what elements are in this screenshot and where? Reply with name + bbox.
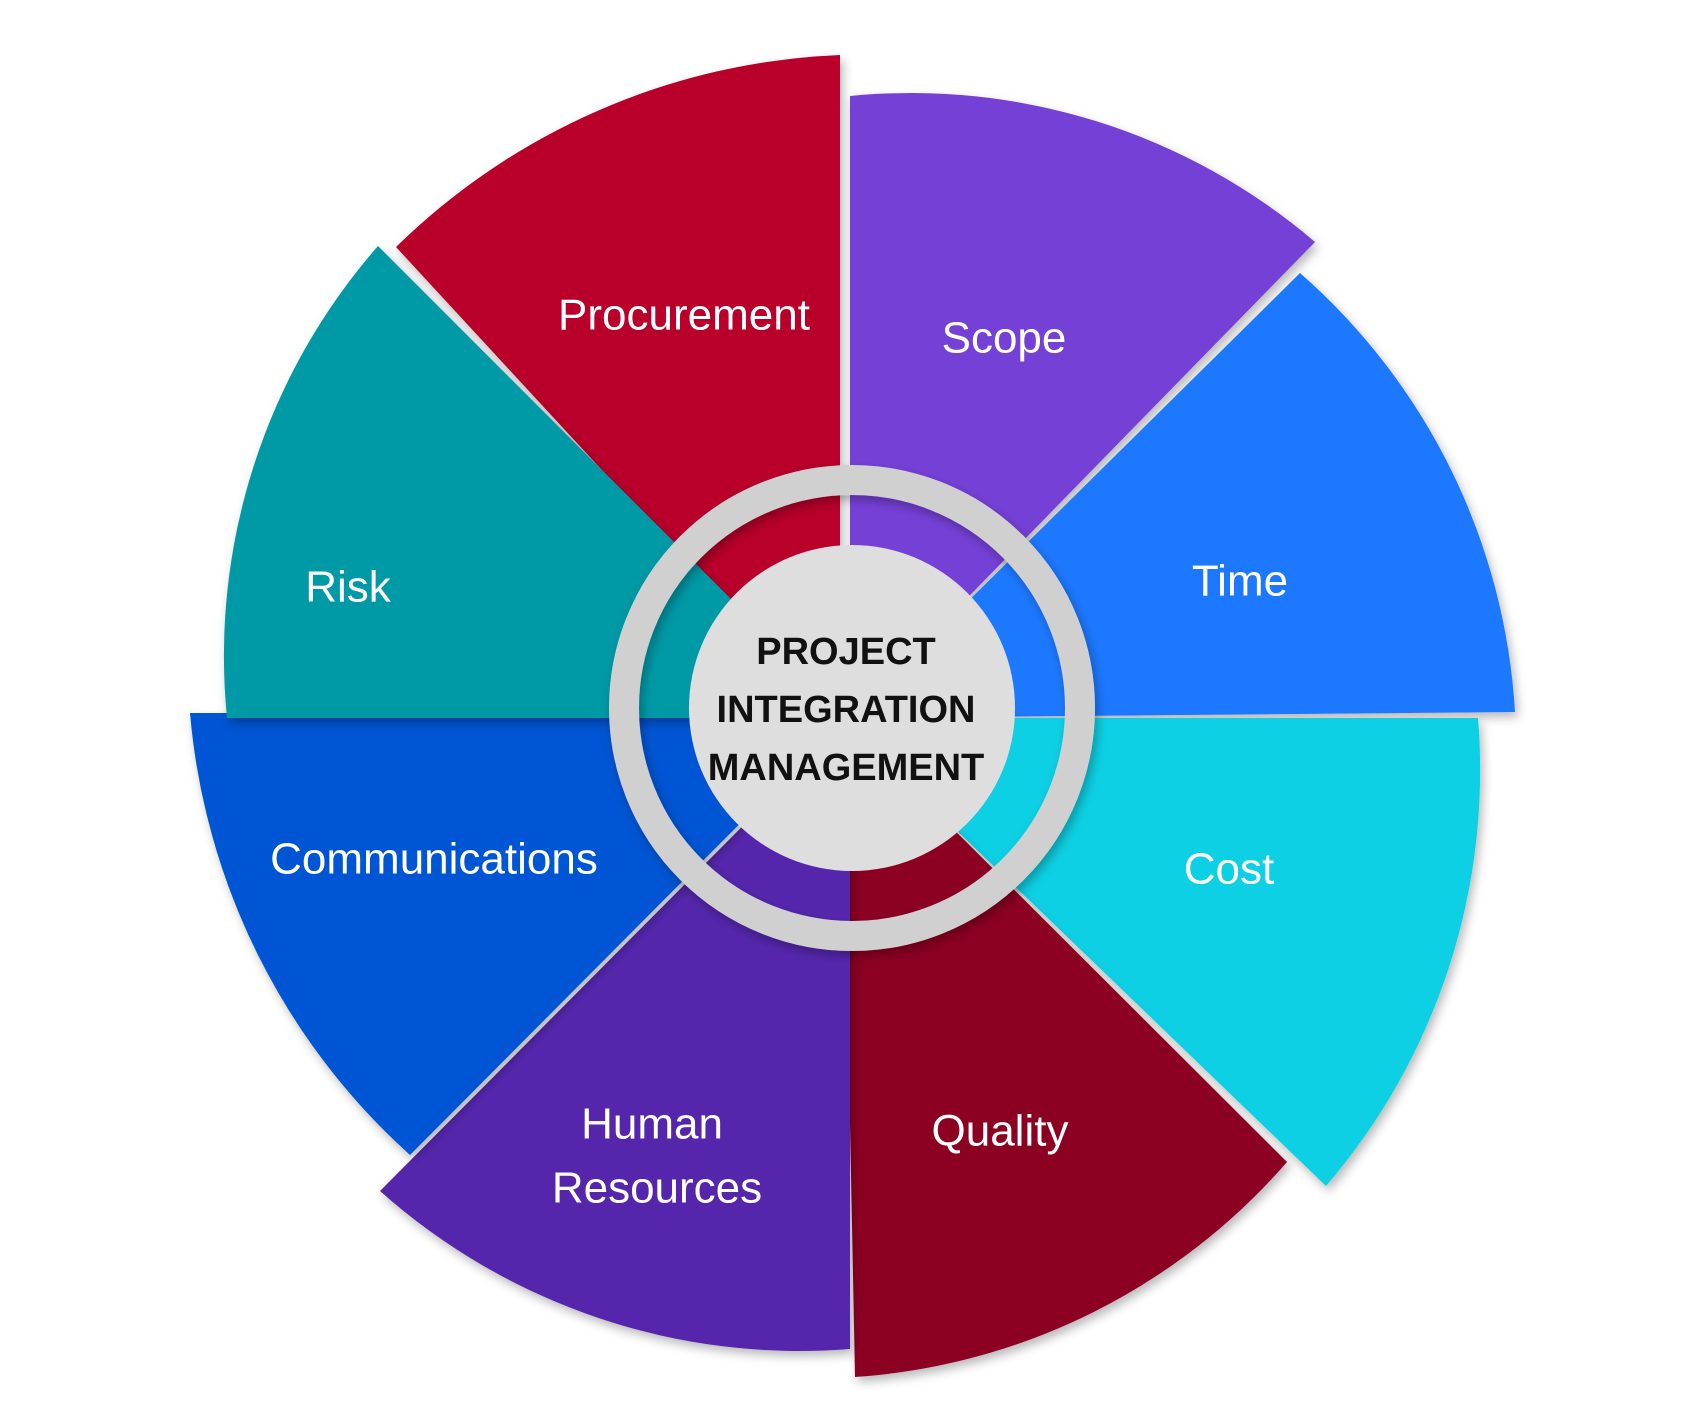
segment-scope-label: Scope — [942, 314, 1067, 363]
segment-quality-shape — [842, 718, 1287, 1377]
segment-human-resources-label-line-2: Resources — [552, 1164, 762, 1213]
segment-quality[interactable]: Quality — [842, 718, 1287, 1377]
segment-human-resources-label-line-1: Human — [581, 1100, 723, 1149]
segment-communications[interactable]: Communications — [190, 713, 850, 1155]
segment-communications-shape — [190, 713, 850, 1155]
segment-procurement-label: Procurement — [558, 291, 810, 340]
segment-scope-shape — [850, 92, 1315, 719]
segment-human-resources[interactable]: Human Resources — [380, 718, 850, 1351]
center-disc — [689, 545, 1015, 871]
segment-communications-label: Communications — [270, 835, 598, 884]
center-title-line-3: MANAGEMENT — [708, 747, 985, 789]
center-hub: PROJECT INTEGRATION MANAGEMENT — [609, 465, 1095, 951]
segment-time-label: Time — [1192, 557, 1288, 606]
segment-time-shape — [850, 273, 1515, 718]
segment-cost[interactable]: Cost — [840, 718, 1481, 1186]
segment-quality-label: Quality — [932, 1107, 1069, 1156]
segment-cost-shape — [840, 718, 1481, 1186]
segment-procurement-shape — [396, 55, 840, 728]
segment-time[interactable]: Time — [850, 273, 1515, 718]
segment-risk[interactable]: Risk — [223, 246, 850, 718]
segment-procurement[interactable]: Procurement — [396, 55, 840, 728]
segment-cost-label: Cost — [1184, 845, 1274, 894]
center-title-line-1: PROJECT — [756, 631, 935, 673]
segment-scope[interactable]: Scope — [850, 92, 1315, 719]
segment-risk-shape — [223, 246, 850, 718]
segment-risk-label: Risk — [305, 563, 392, 612]
segment-human-resources-shape — [380, 718, 850, 1351]
center-title-line-2: INTEGRATION — [717, 689, 976, 731]
center-outer-ring — [609, 465, 1095, 951]
